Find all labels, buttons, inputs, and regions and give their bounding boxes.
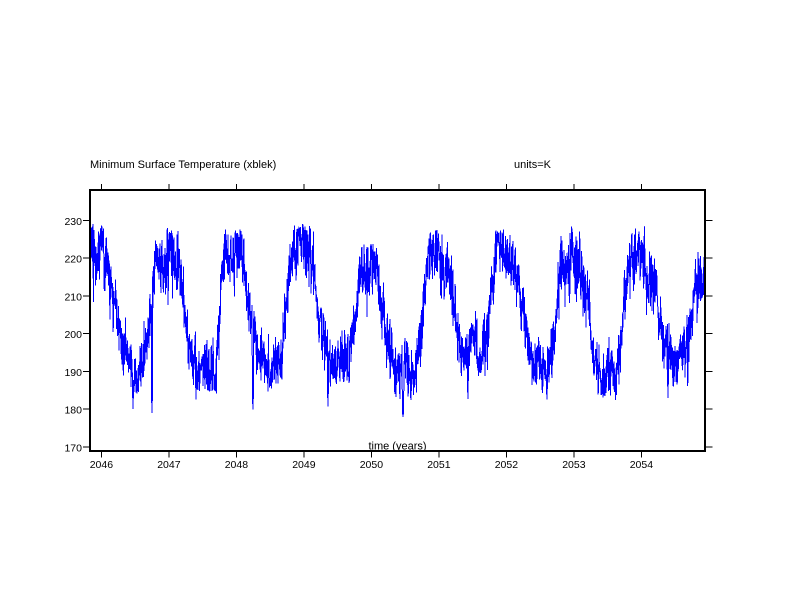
svg-text:time (years): time (years) [368, 441, 426, 453]
svg-text:220: 220 [64, 254, 82, 266]
svg-text:2050: 2050 [360, 459, 384, 471]
svg-text:2046: 2046 [90, 459, 114, 471]
svg-text:2054: 2054 [630, 459, 654, 471]
svg-text:2051: 2051 [427, 459, 451, 471]
svg-text:2052: 2052 [495, 459, 519, 471]
svg-text:230: 230 [64, 216, 82, 228]
svg-text:Minimum Surface Temperature (x: Minimum Surface Temperature (xblek) [90, 159, 276, 171]
svg-text:units=K: units=K [514, 159, 552, 171]
svg-text:210: 210 [64, 291, 82, 303]
svg-text:200: 200 [64, 329, 82, 341]
svg-text:2047: 2047 [157, 459, 181, 471]
svg-text:2049: 2049 [292, 459, 316, 471]
svg-text:190: 190 [64, 367, 82, 379]
svg-text:180: 180 [64, 405, 82, 417]
svg-text:2053: 2053 [562, 459, 586, 471]
svg-text:2048: 2048 [225, 459, 249, 471]
svg-text:170: 170 [64, 442, 82, 454]
